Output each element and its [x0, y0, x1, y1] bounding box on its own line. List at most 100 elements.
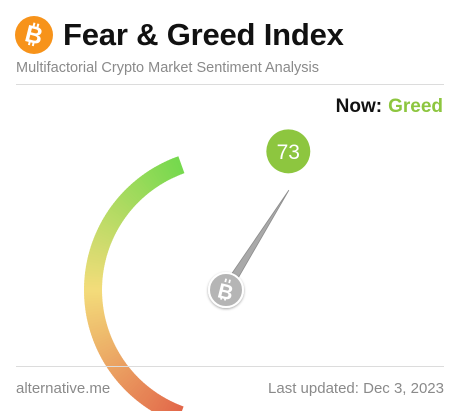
gauge-arc-segment — [95, 230, 114, 241]
gauge-arc-segment — [92, 331, 111, 341]
gauge-arc-segment — [129, 381, 145, 398]
gauge-arc-segment — [95, 338, 114, 349]
gauge-arc-segment — [104, 212, 123, 226]
gauge-arc-segment — [100, 219, 119, 232]
gauge-arc-segment — [124, 188, 140, 204]
gauge-arc-segment — [88, 321, 108, 330]
gauge-arc-segment — [137, 176, 152, 194]
gauge-arc-segment — [169, 158, 180, 177]
gauge-arc-segment — [116, 196, 133, 211]
gauge-arc-segment — [149, 168, 162, 186]
gauge-arc-segment — [120, 192, 137, 208]
gauge-arc-segment — [97, 342, 116, 355]
gauge-arc-segment — [107, 358, 125, 372]
gauge-arc-segment — [93, 235, 112, 246]
divider — [16, 84, 444, 85]
gauge-arc-segment — [141, 389, 155, 407]
gauge-arc-segment — [128, 184, 144, 200]
gauge-arc-segment — [100, 347, 118, 360]
current-sentiment: Now: Greed — [336, 96, 443, 118]
gauge-arc-segment — [123, 376, 140, 392]
gauge-arc-segment — [156, 164, 169, 182]
gauge-arc-segment — [148, 393, 161, 411]
gauge-arc-segment — [84, 304, 104, 311]
gauge-arc-segment — [144, 171, 158, 189]
gauge-arc-segment — [109, 205, 127, 219]
gauge-arc-segment — [161, 161, 173, 180]
gauge-arc-segment — [96, 340, 115, 352]
divider — [16, 366, 444, 367]
gauge-arc-segment — [136, 386, 151, 403]
page-title: Fear & Greed Index — [63, 17, 344, 52]
gauge-arc-segment — [85, 306, 104, 314]
gauge-arc-segment — [90, 243, 109, 253]
gauge-arc-segment — [122, 190, 138, 206]
gauge-arc-segment — [158, 163, 171, 181]
gauge-arc-segment — [116, 368, 133, 383]
gauge-arc-segment — [111, 203, 128, 217]
gauge-arc-segment — [88, 249, 108, 258]
gauge-arc-segment — [117, 370, 134, 386]
gauge-arc-segment — [153, 165, 167, 184]
gauge-arc-segment — [112, 364, 129, 379]
gauge-arc-segment — [101, 349, 119, 362]
now-label: Now: — [335, 96, 383, 117]
bitcoin-icon: B — [15, 16, 53, 54]
gauge-arc-segment — [98, 225, 116, 237]
gauge-arc-segment — [110, 362, 128, 377]
gauge-arc-segment — [113, 200, 130, 215]
gauge-arc-segment — [91, 240, 110, 251]
gauge-arc-segment — [94, 335, 113, 347]
gauge-arc-segment — [99, 222, 117, 235]
gauge-arc-segment — [127, 379, 143, 396]
gauge-arc-segment — [118, 194, 135, 209]
gauge-arc-segment — [143, 390, 157, 408]
gauge-arc-segment — [89, 324, 108, 333]
gauge-arc-segment — [172, 157, 183, 176]
gauge-arc-segment — [174, 156, 185, 175]
gauge-arc — [84, 156, 185, 411]
gauge-arc-segment — [164, 160, 176, 179]
gauge-arc-segment — [126, 186, 142, 202]
gauge-arc-segment — [96, 227, 115, 239]
source-link[interactable]: alternative.me — [16, 380, 111, 397]
gauge-arc-segment — [108, 207, 125, 221]
gauge-arc-segment — [87, 319, 107, 328]
svg-text:B: B — [22, 20, 45, 50]
now-value: Greed — [388, 96, 443, 117]
gauge-arc-segment — [87, 316, 106, 325]
gauge-arc-segment — [166, 159, 178, 178]
gauge-arc-segment — [93, 333, 112, 344]
gauge-arc-segment — [86, 311, 105, 319]
gauge-arc-segment — [130, 182, 146, 199]
gauge-arc-segment — [141, 173, 156, 191]
gauge-arc-segment — [146, 170, 160, 188]
gauge-arc-segment — [94, 232, 113, 244]
gauge-arc-segment — [90, 326, 109, 336]
gauge-arc-segment — [121, 374, 138, 390]
gauge-arc-segment — [102, 217, 120, 230]
gauge-hub: B — [208, 272, 244, 308]
gauge-arc-segment — [87, 254, 106, 263]
gauge-arc-segment — [134, 384, 149, 401]
gauge-arc-segment — [109, 360, 126, 374]
value-badge-label: 73 — [277, 141, 300, 164]
gauge-arc-segment — [138, 387, 153, 405]
value-badge: 73 — [266, 129, 311, 174]
header: B Fear & Greed Index — [15, 16, 344, 54]
last-updated: Last updated: Dec 3, 2023 — [268, 380, 444, 397]
gauge-arc-segment — [86, 314, 106, 322]
gauge-arc-segment — [92, 238, 111, 248]
gauge-arc-segment — [91, 328, 110, 339]
gauge-arc-segment — [151, 167, 164, 185]
gauge-arc-segment — [125, 377, 141, 394]
gauge-arc-segment — [145, 392, 159, 410]
gauge-arc-segment — [102, 351, 121, 365]
page-subtitle: Multifactorial Crypto Market Sentiment A… — [16, 60, 319, 76]
gauge-arc-segment — [135, 178, 150, 195]
gauge-arc-segment — [104, 354, 122, 367]
gauge-arc-segment — [103, 214, 121, 228]
gauge-arc-segment — [88, 251, 107, 261]
